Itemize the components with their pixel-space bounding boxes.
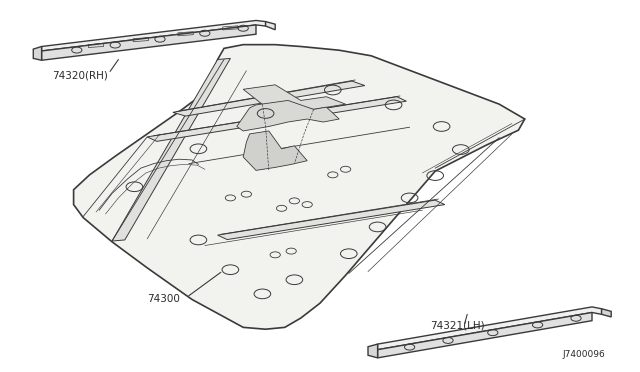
Text: 74300: 74300 — [147, 294, 180, 304]
Polygon shape — [602, 309, 611, 317]
Text: J7400096: J7400096 — [562, 350, 605, 359]
Polygon shape — [378, 312, 592, 358]
Polygon shape — [112, 58, 230, 241]
Polygon shape — [42, 25, 256, 60]
Polygon shape — [243, 131, 307, 170]
Polygon shape — [237, 100, 339, 131]
Text: 74321(LH): 74321(LH) — [430, 320, 484, 330]
Polygon shape — [368, 344, 378, 358]
Text: 74320(RH): 74320(RH) — [52, 70, 108, 80]
Polygon shape — [378, 307, 602, 350]
Polygon shape — [173, 81, 365, 116]
Polygon shape — [42, 20, 266, 51]
Polygon shape — [266, 22, 275, 30]
Polygon shape — [243, 85, 346, 109]
Polygon shape — [218, 200, 445, 240]
Polygon shape — [74, 45, 525, 329]
Polygon shape — [147, 97, 406, 141]
Polygon shape — [33, 46, 42, 60]
